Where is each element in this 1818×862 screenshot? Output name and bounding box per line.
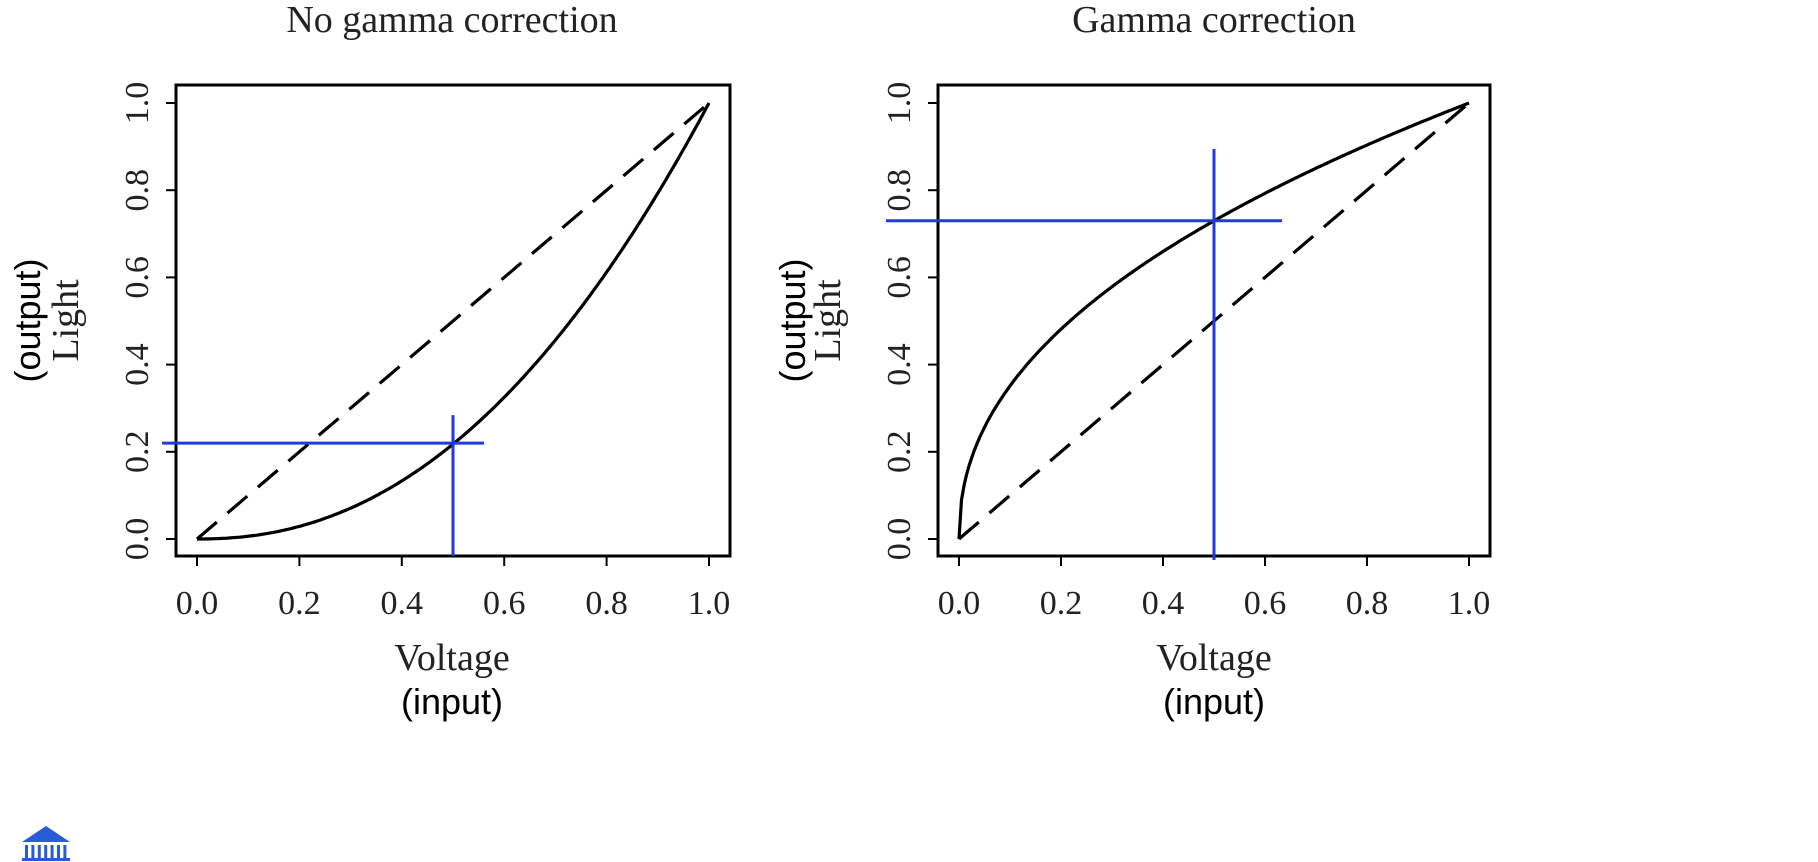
chart-panel-gamma: Gamma correction 0.0 0.2 0.4 0.6 0.8 1.0 0.0 0.2… xyxy=(772,0,1492,722)
x-tick-label: 1.0 xyxy=(688,585,731,622)
x-tick-label: 0.4 xyxy=(1142,585,1185,622)
x-tick-label: 0.4 xyxy=(381,585,424,622)
x-axis-note: (input) xyxy=(1163,681,1265,722)
x-tick-label: 0.2 xyxy=(1040,585,1083,622)
y-tick-label: 0.2 xyxy=(119,431,156,474)
y-tick-label: 0.8 xyxy=(119,169,156,212)
x-axis-label: Voltage xyxy=(394,637,509,679)
y-tick-label: 0.0 xyxy=(881,518,918,561)
y-tick-label: 0.2 xyxy=(881,431,918,474)
y-axis-note: (output) xyxy=(772,258,813,382)
y-tick-label: 0.0 xyxy=(119,518,156,561)
x-axis-note: (input) xyxy=(401,681,503,722)
y-tick-label: 0.4 xyxy=(119,343,156,386)
x-tick-label: 1.0 xyxy=(1448,585,1491,622)
chart-title: No gamma correction xyxy=(286,0,617,41)
chart-panel-no-gamma: No gamma correction 0.0 0.2 0.4 0.6 0.8 1.0 0.0… xyxy=(7,0,732,722)
y-tick-label: 1.0 xyxy=(119,82,156,125)
chart-title: Gamma correction xyxy=(1072,0,1356,41)
y-axis-label: Light xyxy=(45,279,87,362)
y-tick-label: 0.8 xyxy=(881,169,918,212)
y-tick-label: 0.6 xyxy=(119,256,156,299)
x-tick-label: 0.0 xyxy=(176,585,219,622)
x-tick-label: 0.8 xyxy=(585,585,628,622)
x-tick-label: 0.2 xyxy=(278,585,321,622)
y-tick-label: 0.6 xyxy=(881,256,918,299)
institution-icon xyxy=(22,826,70,861)
y-axis-label: Light xyxy=(807,279,849,362)
x-tick-label: 0.6 xyxy=(483,585,526,622)
x-tick-label: 0.0 xyxy=(938,585,981,622)
x-tick-label: 0.6 xyxy=(1244,585,1287,622)
x-tick-label: 0.8 xyxy=(1346,585,1389,622)
y-axis-note: (output) xyxy=(7,258,48,382)
x-axis-label: Voltage xyxy=(1156,637,1271,679)
identity-line-dashed xyxy=(195,101,711,541)
y-tick-label: 1.0 xyxy=(881,82,918,125)
y-tick-label: 0.4 xyxy=(881,343,918,386)
